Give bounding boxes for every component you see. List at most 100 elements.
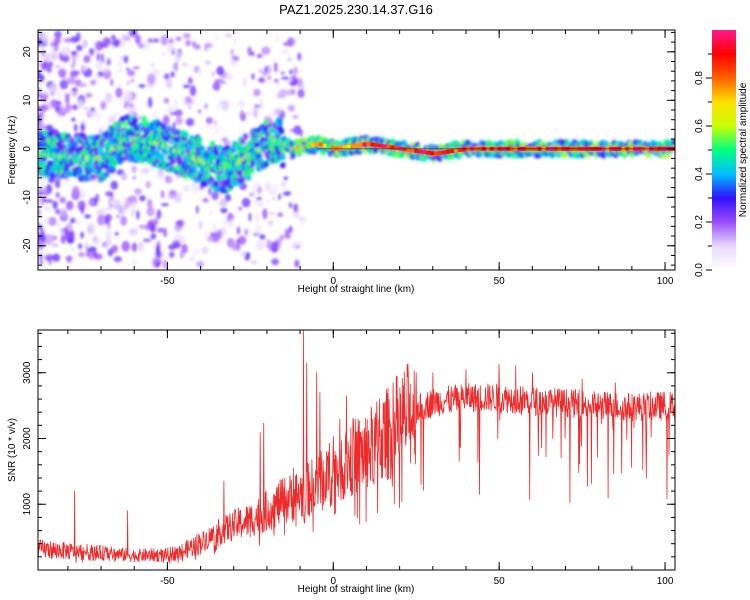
snr-x-axis-label: Height of straight line (km): [298, 584, 415, 595]
spectrogram-carrier-cell: [362, 142, 367, 147]
spectrogram-noise-cell: [145, 180, 151, 189]
spectrogram-band-cell: [450, 152, 456, 159]
spectrogram-noise-cell: [155, 261, 160, 268]
spectrogram-noise-cell: [71, 56, 76, 68]
spectrogram-carrier-cell: [382, 144, 387, 149]
spectrogram-noise-cell: [129, 30, 138, 37]
spectrogram-band-cell: [269, 145, 276, 152]
spectrogram-noise-cell: [55, 192, 60, 198]
spectrogram-band-cell: [93, 148, 100, 155]
spectrogram-noise-cell: [161, 51, 165, 57]
spectrogram-frame: [37, 29, 676, 271]
spectrogram-noise-cell: [94, 238, 100, 246]
colorbar-tick-label: 0.2: [694, 215, 705, 229]
spectrogram-noise-cell: [165, 78, 173, 89]
spectrogram-noise-cell: [262, 71, 268, 76]
spectrogram-noise-cell: [253, 199, 260, 206]
spectrogram-noise-cell: [142, 238, 152, 243]
spectrogram-carrier-cell: [366, 141, 371, 146]
spectrogram-band-cell: [108, 137, 115, 145]
spectrogram-carrier-cell: [378, 143, 383, 148]
spectrogram-noise-cell: [202, 198, 209, 203]
spectrogram-noise-cell: [300, 85, 305, 90]
spectrogram-band-cell: [279, 154, 286, 161]
spectrogram-noise-cell: [274, 35, 280, 42]
spectrogram-noise-cell: [288, 37, 292, 48]
spectrogram-noise-cell: [281, 76, 290, 80]
spectrogram-band-cell: [290, 151, 297, 158]
spectrogram-noise-cell: [212, 81, 221, 91]
spectrogram-noise-cell: [76, 44, 83, 52]
spectrogram-noise-cell: [179, 236, 186, 245]
spectrogram-noise-cell: [123, 90, 132, 101]
spectrogram-noise-cell: [282, 191, 292, 196]
spectrogram-noise-cell: [291, 240, 298, 250]
spectrogram-noise-cell: [95, 40, 104, 51]
spectrogram-noise-cell: [100, 67, 110, 72]
spectrogram-noise-cell: [271, 258, 279, 266]
spectrogram-noise-cell: [75, 219, 82, 225]
spectrogram-noise-cell: [131, 242, 138, 252]
spectrogram-noise-cell: [38, 30, 42, 40]
spectrogram-noise-cell: [147, 73, 156, 85]
spectrogram-carrier-cell: [390, 145, 395, 150]
spectrogram-noise-cell: [44, 52, 53, 57]
spectrogram-carrier-cell: [318, 142, 323, 147]
spectrogram-noise-cell: [245, 253, 250, 258]
spectrogram-noise-cell: [45, 124, 54, 131]
spectrogram-noise-cell: [256, 53, 263, 59]
spectrogram-carrier-cell: [450, 149, 455, 154]
spectrogram-noise-cell: [166, 106, 175, 113]
spectrogram-noise-cell: [299, 217, 305, 226]
spectrogram-noise-cell: [55, 221, 62, 228]
spectrogram-noise-cell: [81, 66, 88, 72]
spectrogram-noise-cell: [67, 238, 75, 245]
spectrogram-noise-cell: [70, 64, 75, 69]
spectrogram-noise-cell: [38, 74, 45, 82]
spectrogram-noise-cell: [251, 51, 255, 57]
x-tick-label: -50: [160, 276, 175, 287]
spectrogram-noise-cell: [162, 259, 168, 270]
spectrogram-noise-cell: [147, 97, 153, 108]
spectrogram-noise-cell: [232, 38, 237, 45]
x-tick-label: 50: [494, 276, 506, 287]
spectrogram-noise-cell: [218, 65, 223, 73]
spectrogram-noise-cell: [224, 193, 232, 202]
spectrogram-noise-cell: [137, 243, 145, 253]
spectrogram-band-cell: [671, 138, 675, 146]
spectrogram-noise-cell: [40, 89, 48, 95]
spectrogram-noise-cell: [203, 231, 208, 236]
spectrogram-noise-cell: [105, 228, 112, 240]
x-tick-label: 50: [494, 576, 506, 587]
spectrogram-carrier-cell: [446, 149, 451, 154]
spectrogram-noise-cell: [280, 71, 286, 76]
spectrogram-noise-cell: [88, 48, 95, 55]
spectrogram-noise-cell: [163, 73, 170, 80]
spectrogram-noise-cell: [230, 58, 237, 67]
spectrogram-carrier-cell: [306, 144, 311, 148]
spectrogram-noise-cell: [114, 232, 119, 236]
spectrogram-noise-cell: [69, 246, 76, 252]
spectrogram-noise-cell: [64, 102, 72, 113]
spectrogram-noise-cell: [153, 38, 159, 43]
spectrogram-noise-cell: [259, 234, 266, 240]
spectrogram-noise-cell: [65, 200, 74, 211]
spectrogram-band-cell: [163, 135, 170, 142]
spectrogram-noise-cell: [116, 214, 120, 218]
y-tick-label: 20: [22, 46, 33, 58]
spectrogram-noise-cell: [294, 259, 300, 268]
spectrogram-noise-cell: [220, 207, 228, 214]
spectrogram-noise-cell: [44, 234, 54, 245]
spectrogram-noise-cell: [60, 234, 66, 245]
colorbar: 0.0 0.2 0.4 0.6 0.8 Normalized spectral ampl…: [694, 30, 749, 277]
spectrogram-noise-cell: [55, 208, 61, 215]
spectrogram-carrier-cell: [454, 148, 459, 153]
spectrogram-noise-cell: [286, 89, 296, 96]
spectrogram-noise-cell: [156, 171, 165, 180]
spectrogram-noise-cell: [216, 104, 223, 109]
spectrogram-noise-cell: [236, 241, 241, 252]
y-tick-label: 0: [22, 146, 33, 152]
spectrogram-noise-cell: [100, 125, 107, 133]
spectrogram-noise-cell: [219, 80, 227, 84]
spectrogram-noise-cell: [155, 250, 162, 259]
